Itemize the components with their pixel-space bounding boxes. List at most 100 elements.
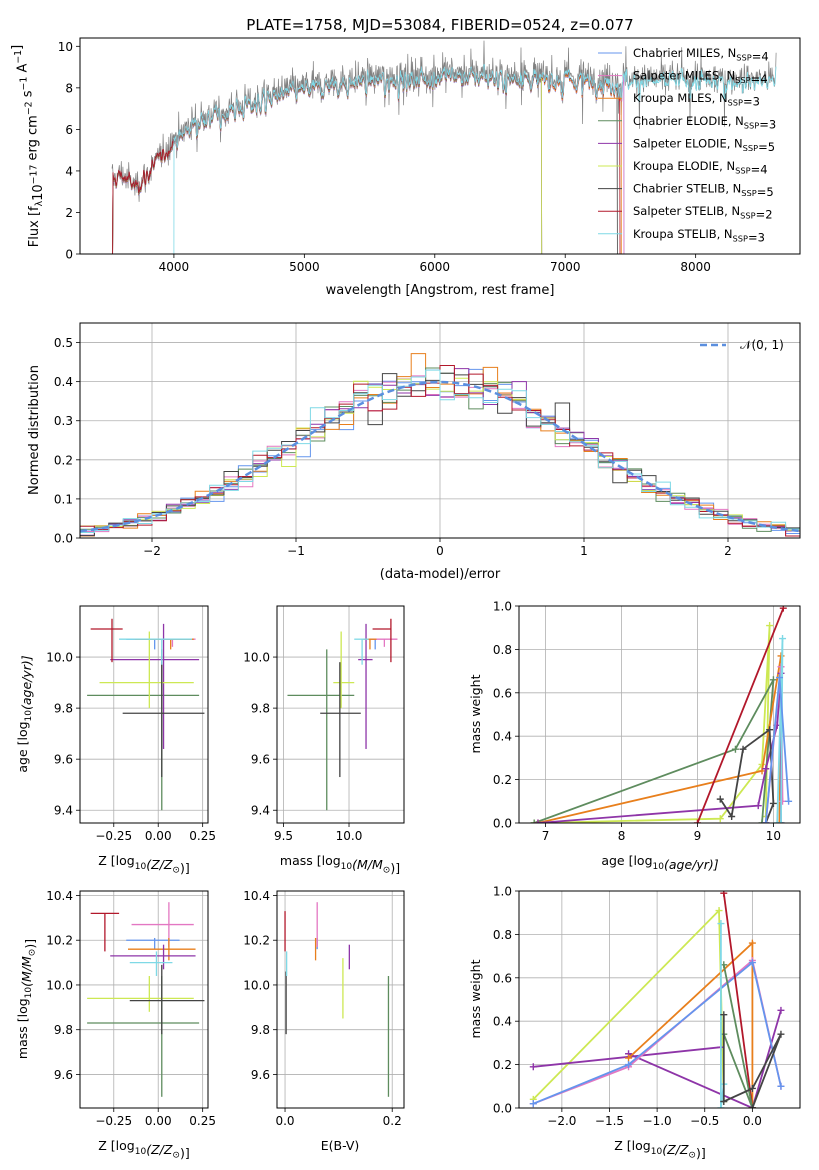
axes-frame (276, 890, 405, 1109)
label-part: =2 (756, 208, 773, 222)
y-tick-label: 10.0 (243, 978, 270, 992)
label-part: =3 (743, 95, 760, 109)
x-tick-label: 8000 (680, 260, 711, 274)
y-tick-label: 9.8 (251, 702, 270, 716)
weight-marker (716, 795, 724, 803)
errorbar-point (129, 951, 173, 977)
label-part: SSP (744, 120, 759, 130)
label-part: (M/M (352, 857, 383, 872)
weight-marker (715, 907, 723, 915)
x-axis-label: E(B-V) (321, 1138, 360, 1153)
errorbar-point (110, 944, 196, 970)
label-part: −1 (18, 77, 29, 91)
label-part: )] (390, 861, 400, 876)
weight-line (719, 727, 775, 823)
label-part: ⊙ (172, 1151, 180, 1161)
legend-label: Kroupa MILES, NSSP=3 (633, 91, 760, 108)
y-tick-label: 0.2 (493, 773, 512, 787)
y-tick-label: 10.2 (243, 934, 270, 948)
weight-series (534, 669, 785, 823)
axes-frame (79, 322, 801, 539)
model-spectrum-line (173, 63, 777, 254)
y-tick-label: 0 (65, 248, 73, 262)
errorbar-point (90, 618, 123, 663)
y-axis-label: Flux [fλ10−17 erg cm−2 s−1 A−1] (10, 45, 46, 247)
weight-marker (530, 819, 538, 823)
x-tick-label: 0.00 (145, 1114, 172, 1128)
errorbar-point (126, 638, 180, 650)
weight-marker (775, 819, 783, 823)
plot-area (530, 606, 793, 823)
weight-marker (766, 622, 774, 630)
label-part: (M/M (19, 956, 34, 987)
tick-labels: 7 8 9 10 0.0 0.2 0.4 0.6 0.8 1.0 (493, 600, 781, 844)
weight-marker (720, 891, 728, 897)
label-part: (age/yr)] (664, 857, 719, 872)
grid (277, 891, 404, 1108)
axes-frame (79, 890, 209, 1109)
errorbar-point (87, 976, 194, 1012)
label-part: mass [log (15, 998, 30, 1059)
y-axis-label: mass weight (468, 959, 483, 1038)
y-tick-label: 9.8 (54, 702, 73, 716)
label-part: Kroupa STELIB, N (633, 227, 733, 241)
label-part: SSP (736, 52, 751, 62)
label-part: A (15, 64, 30, 77)
figure-title: PLATE=1758, MJD=53084, FIBERID=0524, z=0… (246, 16, 633, 34)
y-tick-label: 10.2 (46, 934, 73, 948)
y-tick-label: 9.6 (251, 1068, 270, 1082)
legend-label: Salpeter MILES, NSSP=4 (633, 69, 768, 86)
x-axis-label: (data-model)/error (380, 567, 501, 582)
weight-marker (748, 1084, 756, 1092)
label-part: Kroupa MILES, N (633, 91, 728, 105)
legend-label: Kroupa ELODIE, NSSP=4 (633, 159, 768, 176)
label-part: Salpeter MILES, N (633, 69, 735, 83)
weight-line (533, 1046, 721, 1068)
x-tick-label: 2 (724, 544, 732, 558)
x-tick-label: −0.25 (95, 1114, 132, 1128)
y-tick-label: 0.4 (493, 730, 512, 744)
weight-marker (777, 819, 785, 823)
axes-frame (79, 37, 801, 255)
y-tick-label: 9.8 (54, 1023, 73, 1037)
label-part: SSP (743, 143, 758, 153)
y-tick-label: 2 (65, 206, 73, 220)
weight-marker (625, 1061, 633, 1069)
tick-labels: 0.0 0.2 9.6 9.8 10.0 10.2 10.4 (243, 889, 401, 1128)
x-tick-label: 7 (542, 829, 550, 843)
label-part: −17 (29, 165, 40, 185)
x-tick-label: 0.00 (145, 829, 172, 843)
x-tick-label: −2.0 (547, 1114, 576, 1128)
axes-frame (518, 605, 801, 824)
x-tick-label: 9 (694, 829, 702, 843)
y-tick-label: 0.4 (54, 375, 73, 389)
x-axis-label: mass [log10(M/M⊙)] (280, 853, 400, 876)
y-tick-label: 10.4 (243, 889, 270, 903)
mass-vs-metallicity-panel: −0.25 0.00 0.259.69.810.010.210.4Z [log10(… (15, 889, 216, 1161)
weight-marker (529, 1063, 537, 1071)
label-part: SSP (735, 165, 750, 175)
y-axis-label: mass weight (468, 674, 483, 753)
x-tick-label: 4000 (159, 260, 190, 274)
x-tick-label: 0.2 (383, 1114, 402, 1128)
weight-series (693, 606, 787, 823)
weight-marker (693, 819, 701, 823)
x-tick-label: −0.25 (95, 829, 132, 843)
label-part: =3 (759, 117, 776, 131)
weight-marker (779, 606, 787, 612)
weight-marker (779, 797, 787, 805)
plot-area (284, 902, 390, 1097)
label-part: ⊙ (383, 866, 391, 876)
tick-labels: −2.0 −1.5 −1.0 −0.5 0.0 0.0 0.2 0.4 0.6 0.8 1.0 (493, 885, 762, 1129)
label-part: Z [log (98, 853, 134, 868)
weight-marker (758, 819, 766, 823)
label-part: SSP (741, 188, 756, 198)
errorbar-point (333, 631, 355, 709)
gaussian-curve (80, 380, 800, 533)
x-axis-label: Z [log10(Z/Z⊙)] (614, 1138, 705, 1161)
mass-weight-vs-metallicity-panel: −2.0 −1.5 −1.0 −0.5 0.0 0.0 0.2 0.4 0.6 0.8 1.0 Z [… (468, 885, 801, 1161)
weight-line (722, 893, 754, 1108)
legend-label: Chabrier STELIB, NSSP=5 (633, 182, 774, 199)
y-tick-label: 0.0 (54, 532, 73, 546)
